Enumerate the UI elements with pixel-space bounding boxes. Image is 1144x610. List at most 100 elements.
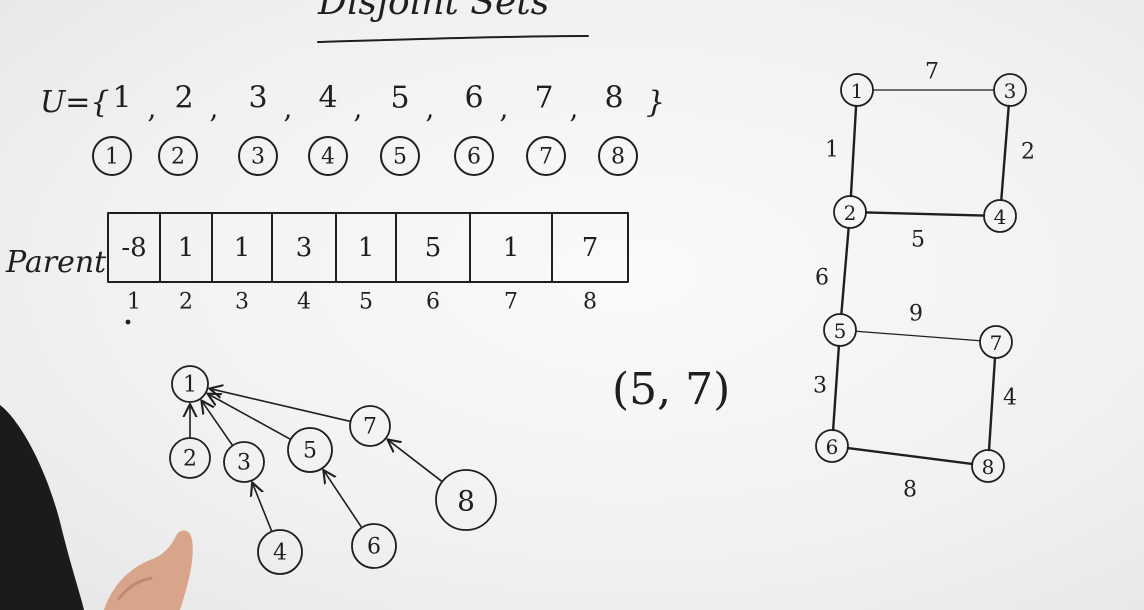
parent-cell-index: 3 — [235, 290, 249, 315]
graph-edge — [840, 226, 850, 316]
universe-element: 1 — [112, 81, 131, 116]
parent-cell-value: 7 — [582, 233, 599, 263]
parent-cell-value: 1 — [234, 233, 251, 263]
graph-node-label: 1 — [851, 79, 864, 103]
graph-node: 5 — [823, 313, 857, 347]
universe-element: 6 — [464, 81, 483, 116]
singleton-circle — [454, 136, 494, 176]
universe-suffix: } — [646, 85, 665, 120]
parent-array: -8 1 1 3 1 5 1 7 1 2 3 4 5 6 7 8 — [107, 212, 629, 325]
singleton-node: 3 — [238, 136, 278, 176]
graph-edge-weight: 7 — [925, 60, 939, 85]
singleton-label: 1 — [105, 145, 119, 170]
singleton-node: 5 — [380, 136, 420, 176]
tree-node-circle — [223, 441, 265, 483]
graph-edge-weight: 4 — [1003, 386, 1017, 411]
singleton-label: 5 — [393, 145, 407, 170]
universe-element: 7 — [534, 81, 553, 116]
tree-node-circle — [257, 529, 303, 575]
parent-cell-index: 5 — [359, 290, 373, 315]
graph-edge-weight: 6 — [815, 266, 829, 291]
tree-edge — [209, 389, 352, 423]
graph-node-label: 2 — [844, 201, 857, 225]
tree-node-label: 6 — [367, 535, 381, 560]
tree-node-label: 3 — [237, 451, 251, 476]
singleton-node: 6 — [454, 136, 494, 176]
tree-edge — [323, 470, 363, 529]
universe-element: 2 — [174, 81, 193, 116]
graph-node-label: 4 — [994, 205, 1007, 229]
graph-node-circle — [823, 313, 857, 347]
graph-node-circle — [971, 449, 1005, 483]
parent-cell-value: -8 — [121, 233, 146, 263]
graph-edge-weight: 8 — [903, 478, 917, 503]
singleton-label: 8 — [611, 145, 625, 170]
singleton-label: 3 — [251, 145, 265, 170]
graph-edge — [864, 211, 986, 217]
graph-edge — [846, 446, 974, 466]
singleton-node: 2 — [158, 136, 198, 176]
tree-node-circle — [171, 365, 209, 403]
tree-edge — [252, 482, 273, 533]
graph-edge-weight: 2 — [1021, 140, 1035, 165]
parent-array-cells: -8 1 1 3 1 5 1 7 — [121, 212, 599, 283]
graph-node: 2 — [833, 195, 867, 229]
tree-node-label: 7 — [363, 415, 377, 440]
graph-node-circle — [979, 325, 1013, 359]
graph-node-circle — [983, 199, 1017, 233]
parent-array-label: Parent — [5, 245, 107, 280]
parent-array-indices: 1 2 3 4 5 6 7 8 — [127, 290, 597, 315]
index-dot — [125, 319, 131, 325]
graph-edge-weight: 5 — [911, 228, 925, 253]
tree-node-circle — [349, 405, 391, 447]
singleton-circle — [380, 136, 420, 176]
parent-cell-index: 1 — [127, 290, 141, 315]
parent-cell-value: 1 — [503, 233, 520, 263]
tree-node-label: 4 — [273, 541, 287, 566]
parent-cell-value: 1 — [358, 233, 375, 263]
graph-edge — [987, 356, 997, 452]
graph-edge-weight: 9 — [909, 302, 923, 327]
tree-node-circle — [351, 523, 397, 569]
tree-node-circle — [435, 469, 497, 531]
parent-cell-index: 6 — [426, 290, 440, 315]
tree-node: 1 — [171, 365, 209, 403]
parent-array-border — [107, 212, 629, 283]
universe-comma: , — [500, 92, 509, 125]
current-edge-label: (5, 7) — [612, 364, 730, 415]
singleton-circle — [158, 136, 198, 176]
graph-node-label: 8 — [982, 455, 995, 479]
tree-node: 2 — [169, 437, 211, 479]
graph-node: 4 — [983, 199, 1017, 233]
universe-comma: , — [354, 92, 363, 125]
graph-edge-weight: 1 — [825, 138, 839, 163]
weighted-graph-edges: 7 1 2 5 6 9 3 4 8 — [813, 60, 1035, 503]
tree-node-circle — [169, 437, 211, 479]
universe-comma: , — [148, 92, 157, 125]
tree-node: 6 — [351, 523, 397, 569]
tree-node-label: 5 — [303, 439, 317, 464]
graph-node: 7 — [979, 325, 1013, 359]
universe-set: U={ 1, 2, 3, 4, 5, 6, 7, 8 } — [40, 81, 665, 125]
tree-node-circle — [287, 427, 333, 473]
universe-element: 4 — [318, 81, 337, 116]
graph-edge — [849, 104, 858, 198]
universe-element: 8 — [604, 81, 623, 116]
tree-node: 5 — [287, 427, 333, 473]
tree-node: 7 — [349, 405, 391, 447]
parent-cell-index: 4 — [297, 290, 311, 315]
singleton-node: 1 — [92, 136, 132, 176]
graph-node-label: 6 — [826, 435, 839, 459]
singleton-circle — [308, 136, 348, 176]
universe-comma: , — [426, 92, 435, 125]
universe-element: 3 — [248, 81, 267, 116]
parent-cell-index: 2 — [179, 290, 193, 315]
graph-edge — [855, 330, 981, 342]
tree-node-label: 2 — [183, 447, 197, 472]
weighted-graph: 1 2 3 4 5 6 7 8 — [815, 73, 1027, 483]
graph-edge-weight: 3 — [813, 374, 827, 399]
graph-node-circle — [993, 73, 1027, 107]
graph-node: 6 — [815, 429, 849, 463]
